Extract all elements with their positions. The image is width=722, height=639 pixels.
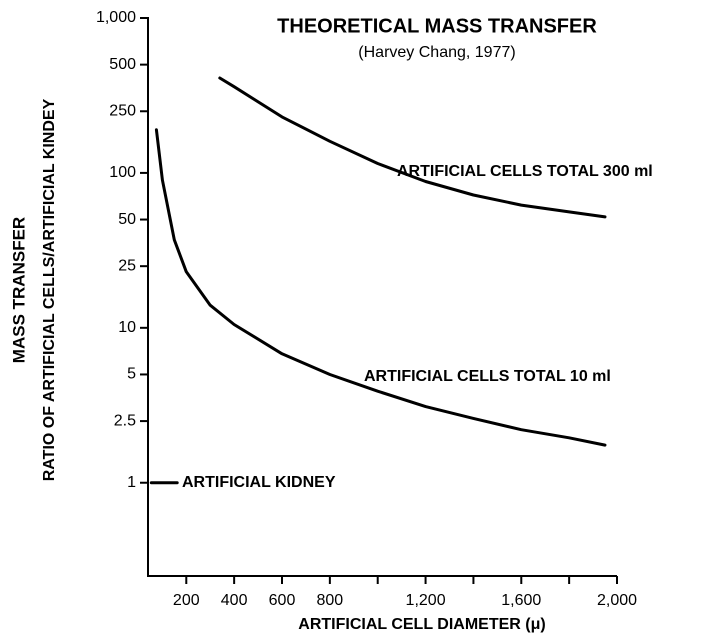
chart-title: THEORETICAL MASS TRANSFER [277, 15, 597, 37]
y-tick-label: 1,000 [96, 9, 136, 26]
y-tick-label: 100 [109, 164, 136, 181]
y-tick-label: 10 [118, 319, 136, 336]
y-tick-label: 1 [127, 474, 136, 491]
x-tick-label: 600 [269, 592, 296, 609]
series-label: ARTIFICIAL CELLS TOTAL 300 ml [397, 163, 653, 180]
x-tick-label: 200 [173, 592, 200, 609]
y-tick-label: 50 [118, 211, 136, 228]
y-axis-label: MASS TRANSFER [9, 217, 28, 363]
y-axis-label: RATIO OF ARTIFICIAL CELLS/ARTIFICIAL KIN… [41, 98, 58, 481]
y-tick-label: 25 [118, 257, 136, 274]
y-tick-label: 250 [109, 102, 136, 119]
x-tick-label: 400 [221, 592, 248, 609]
x-axis-label: ARTIFICIAL CELL DIAMETER (μ) [298, 616, 545, 633]
series-label: ARTIFICIAL KIDNEY [182, 474, 336, 491]
y-tick-label: 5 [127, 366, 136, 383]
series-line [218, 76, 607, 219]
x-tick-label: 1,600 [501, 592, 541, 609]
series-label: ARTIFICIAL CELLS TOTAL 10 ml [364, 368, 611, 385]
x-tick-label: 1,200 [406, 592, 446, 609]
chart-subtitle: (Harvey Chang, 1977) [358, 44, 515, 61]
y-tick-label: 500 [109, 56, 136, 73]
x-tick-label: 2,000 [597, 592, 637, 609]
y-tick-label: 2.5 [114, 412, 136, 429]
series-line [154, 128, 607, 447]
x-tick-label: 800 [317, 592, 344, 609]
